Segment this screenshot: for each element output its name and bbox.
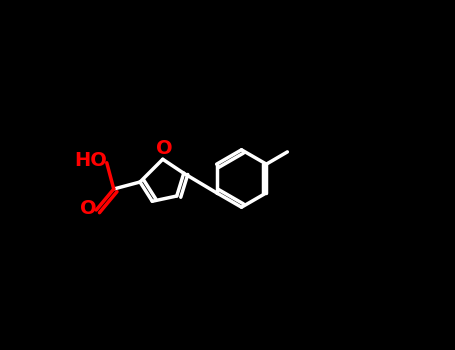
Text: O: O (80, 199, 97, 218)
Text: HO: HO (75, 152, 107, 170)
Text: O: O (156, 139, 173, 158)
